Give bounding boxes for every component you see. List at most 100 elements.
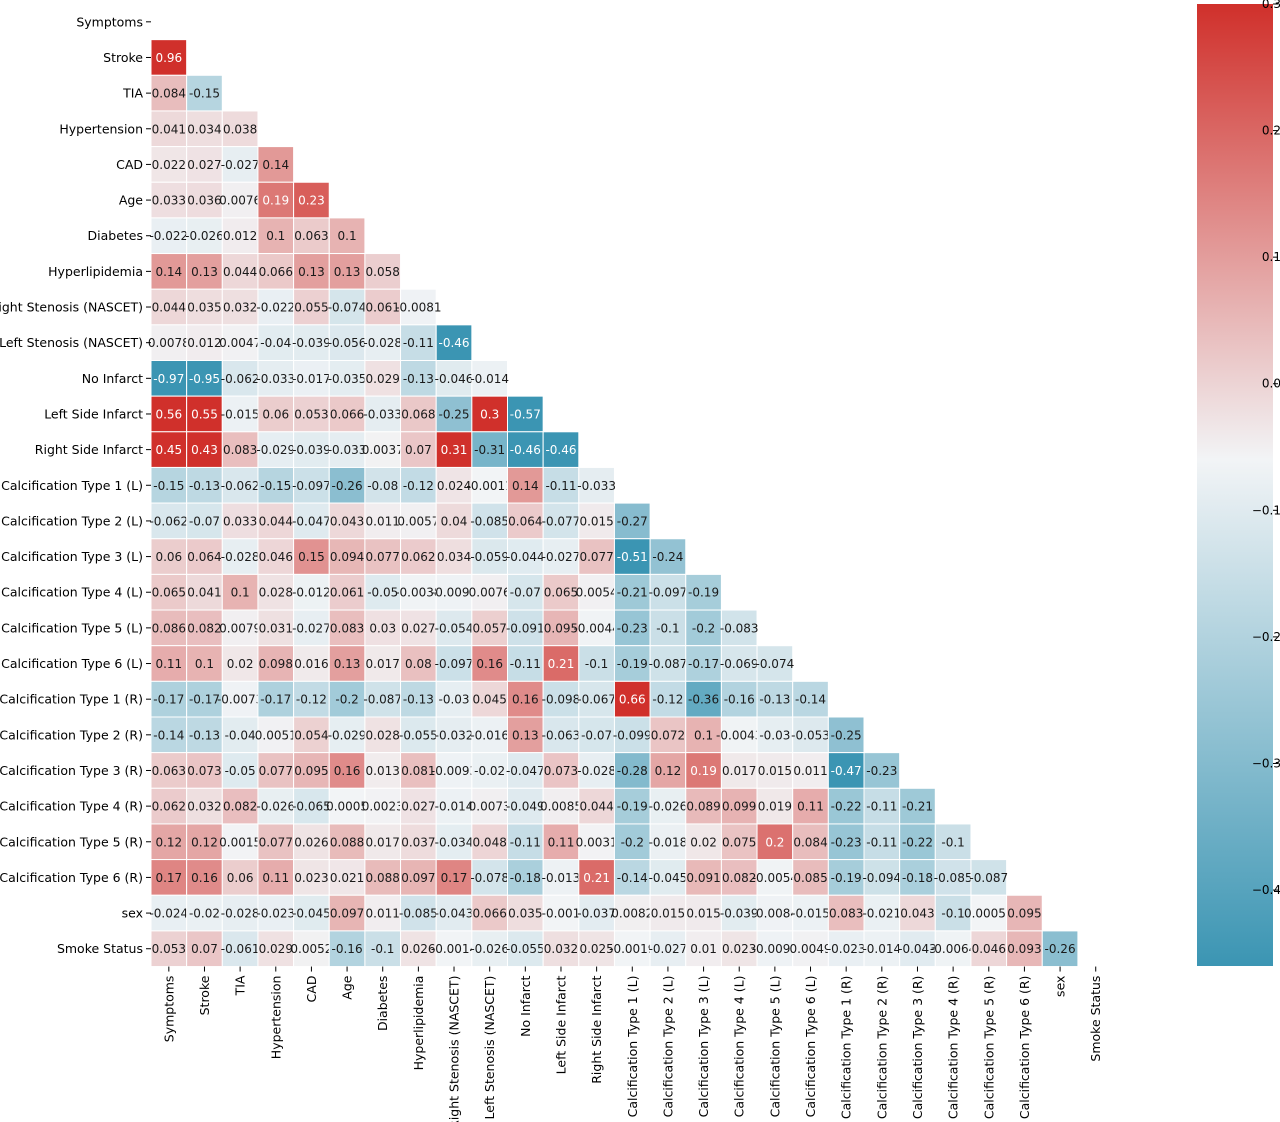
heatmap-cell <box>221 217 259 255</box>
cell-value-label: 0.089 <box>686 800 720 814</box>
cell-value-label: -0.95 <box>189 372 220 386</box>
cell-value-label: 0.0076 <box>219 194 261 208</box>
y-tick-label: Calcification Type 6 (R) <box>0 870 143 885</box>
cell-value-label: -0.0091 <box>431 586 477 600</box>
heatmap-cell <box>649 680 687 718</box>
cell-value-label: -0.022 <box>149 229 188 243</box>
colorbar-tick-label: −0.4 <box>1252 883 1280 897</box>
cell-value-label: 0.064 <box>187 550 221 564</box>
x-tick-label: Calcification Type 4 (L) <box>732 976 747 1118</box>
cell-value-label: 0.024 <box>437 479 471 493</box>
cell-value-label: -0.0019 <box>609 942 655 956</box>
cell-value-label: 0.0082 <box>611 907 653 921</box>
cell-value-label: 0.046 <box>972 942 1006 956</box>
cell-value-label: -0.19 <box>688 586 719 600</box>
cell-value-label: 0.0047 <box>219 336 261 350</box>
y-tick-label: TIA <box>122 86 143 101</box>
cell-value-label: -0.25 <box>438 407 469 421</box>
cell-value-label: 0.1 <box>195 657 214 671</box>
cell-value-label: -0.087 <box>969 871 1008 885</box>
heatmap-cell <box>293 324 330 362</box>
heatmap-cell <box>328 823 366 861</box>
heatmap-cell <box>899 823 936 861</box>
cell-value-label: -0.014 <box>862 942 901 956</box>
colorbar <box>1197 4 1273 966</box>
cell-value-label: 0.043 <box>900 907 934 921</box>
cell-value-label: 0.053 <box>294 407 328 421</box>
y-tick-label: Hypertension <box>59 121 143 136</box>
cell-value-label: -0.11 <box>545 479 576 493</box>
cell-value-label: -0.13 <box>759 693 790 707</box>
heatmap-cell <box>364 324 402 362</box>
y-tick-label: Calcification Type 1 (R) <box>0 692 143 707</box>
heatmap-cell <box>150 680 188 718</box>
cell-value-label: -0.97 <box>153 372 184 386</box>
cell-value-label: 0.044 <box>579 800 613 814</box>
cell-value-label: 0.073 <box>544 764 578 778</box>
cell-value-label: 0.43 <box>191 443 218 457</box>
heatmap-cell <box>400 573 437 611</box>
cell-value-label: 0.13 <box>298 265 325 279</box>
cell-value-label: -0.035 <box>328 372 367 386</box>
x-tick-label: Right Stenosis (NASCET) <box>447 976 462 1122</box>
cell-value-label: -0.05 <box>225 764 256 778</box>
heatmap-cell <box>400 894 437 932</box>
heatmap-cell <box>221 288 259 326</box>
y-tick-label: Smoke Status <box>57 941 143 956</box>
heatmap-cell <box>186 181 223 219</box>
cell-value-label: 0.062 <box>401 550 435 564</box>
cell-value-label: 0.02 <box>227 657 254 671</box>
x-tick-label: Smoke Status <box>1088 976 1103 1062</box>
heatmap-cell <box>221 360 259 397</box>
cell-value-label: -0.021 <box>862 907 901 921</box>
cell-value-label: 0.066 <box>330 407 364 421</box>
heatmap-cell <box>685 859 722 896</box>
cell-value-label: 0.043 <box>330 514 364 528</box>
cell-value-label: -0.46 <box>545 443 576 457</box>
cell-value-label: -0.026 <box>185 229 224 243</box>
heatmap-cell <box>542 787 580 825</box>
cell-value-label: -0.23 <box>831 835 862 849</box>
heatmap-cell <box>685 573 722 611</box>
cell-value-label: 0.07 <box>191 942 218 956</box>
heatmap-cell <box>827 930 865 968</box>
heatmap-cell <box>150 74 188 112</box>
colorbar-tick-label: −0.2 <box>1252 630 1280 644</box>
cell-value-label: 0.12 <box>655 764 682 778</box>
cell-value-label: 0.011 <box>366 907 400 921</box>
heatmap-cell <box>649 609 687 647</box>
heatmap-cell <box>257 146 295 183</box>
cell-value-label: -0.045 <box>649 871 688 885</box>
heatmap-cell <box>578 823 615 861</box>
cell-value-label: -0.2 <box>621 835 644 849</box>
heatmap-cell <box>186 466 223 504</box>
cell-value-label: 0.13 <box>191 265 218 279</box>
cell-value-label: 0.083 <box>330 621 364 635</box>
cell-value-label: -0.22 <box>902 835 933 849</box>
cell-value-label: -0.033 <box>256 372 295 386</box>
heatmap-cell <box>435 930 473 968</box>
cell-value-label: 0.55 <box>191 407 218 421</box>
heatmap-cell <box>435 360 473 397</box>
cell-value-label: 0.0031 <box>576 835 618 849</box>
cell-value-label: 0.0076 <box>469 586 511 600</box>
cell-value-label: -0.13 <box>189 728 220 742</box>
cell-value-label: 0.055 <box>294 301 328 315</box>
cell-value-label: -0.15 <box>260 479 291 493</box>
heatmap-cell <box>720 609 758 647</box>
cell-value-label: -0.15 <box>189 87 220 101</box>
heatmap-cell <box>756 930 794 968</box>
cell-value-label: 0.061 <box>366 301 400 315</box>
cell-value-label: -0.085 <box>470 514 509 528</box>
heatmap-cell <box>471 680 509 718</box>
cell-value-label: 0.1 <box>338 229 357 243</box>
y-tick-label: Calcification Type 5 (L) <box>1 620 143 635</box>
cell-value-label: -0.05 <box>367 586 398 600</box>
heatmap-cell <box>328 894 366 932</box>
heatmap-cell <box>150 288 188 326</box>
cell-value-label: -0.026 <box>256 800 295 814</box>
heatmap-cell <box>542 680 580 718</box>
cell-value-label: -0.063 <box>542 728 581 742</box>
heatmap-cell <box>471 360 509 397</box>
cell-value-label: -0.1 <box>585 657 608 671</box>
